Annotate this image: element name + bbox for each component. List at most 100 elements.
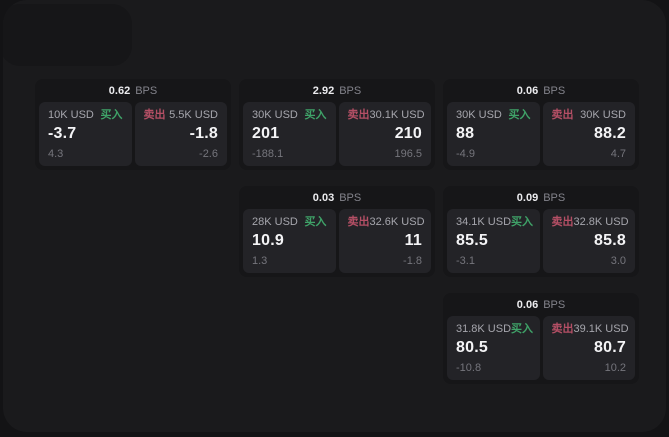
sell-quote[interactable]: 卖出 32.6K USD 11 -1.8	[338, 209, 431, 273]
sell-quote[interactable]: 卖出 39.1K USD 80.7 10.2	[542, 316, 635, 380]
sell-side-label: 卖出	[551, 109, 574, 121]
card-header: 0.03 BPS	[239, 186, 435, 209]
sell-quote-header: 卖出 30K USD	[552, 109, 627, 122]
sell-side-label: 卖出	[347, 216, 370, 228]
card-body: 31.8K USD 买入 80.5 -10.8 卖出 39.1K USD 80.…	[443, 316, 639, 384]
sell-delta: -2.6	[199, 148, 218, 160]
quote-card: 0.06 BPS 31.8K USD 买入 80.5 -10.8 卖出 39.1…	[443, 293, 639, 384]
buy-side-label: 买入	[100, 109, 123, 121]
card-header: 0.62 BPS	[35, 79, 231, 102]
buy-side-label: 买入	[304, 216, 327, 228]
bps-value: 2.92	[312, 84, 335, 97]
buy-quote[interactable]: 30K USD 买入 201 -188.1	[243, 102, 336, 166]
card-header: 0.06 BPS	[443, 79, 639, 102]
card-body: 28K USD 买入 10.9 1.3 卖出 32.6K USD 11 -1.8	[239, 209, 435, 277]
sell-size: 30.1K USD	[369, 109, 425, 121]
sell-side-label: 卖出	[347, 109, 370, 121]
buy-price: 80.5	[456, 339, 488, 356]
sell-quote-header: 卖出 39.1K USD	[552, 323, 629, 336]
sell-size: 30K USD	[580, 109, 626, 121]
buy-delta: -10.8	[456, 362, 482, 374]
buy-quote-header: 28K USD 买入	[252, 216, 327, 229]
sell-quote[interactable]: 卖出 30.1K USD 210 196.5	[338, 102, 431, 166]
buy-quote[interactable]: 31.8K USD 买入 80.5 -10.8	[447, 316, 540, 380]
bps-unit-label: BPS	[543, 84, 566, 97]
sell-quote[interactable]: 卖出 5.5K USD -1.8 -2.6	[134, 102, 227, 166]
buy-delta: -4.9	[456, 148, 475, 160]
buy-quote-header: 30K USD 买入	[456, 109, 531, 122]
card-body: 30K USD 买入 201 -188.1 卖出 30.1K USD 210 1…	[239, 102, 435, 170]
buy-price: -3.7	[48, 125, 77, 142]
buy-quote[interactable]: 10K USD 买入 -3.7 4.3	[39, 102, 132, 166]
buy-side-label: 买入	[511, 216, 534, 228]
buy-quote-header: 10K USD 买入	[48, 109, 123, 122]
buy-delta: 4.3	[48, 148, 64, 160]
quote-card: 0.09 BPS 34.1K USD 买入 85.5 -3.1 卖出 32.8K…	[443, 186, 639, 277]
sell-side-label: 卖出	[143, 109, 166, 121]
buy-side-label: 买入	[508, 109, 531, 121]
bps-value: 0.06	[516, 298, 539, 311]
sell-quote-header: 卖出 5.5K USD	[144, 109, 219, 122]
buy-size: 10K USD	[48, 109, 94, 121]
bps-unit-label: BPS	[543, 191, 566, 204]
sell-price: -1.8	[189, 125, 218, 142]
buy-quote[interactable]: 34.1K USD 买入 85.5 -3.1	[447, 209, 540, 273]
buy-delta: -188.1	[252, 148, 284, 160]
sell-price: 88.2	[594, 125, 626, 142]
sell-size: 39.1K USD	[573, 323, 629, 335]
sell-quote[interactable]: 卖出 32.8K USD 85.8 3.0	[542, 209, 635, 273]
sell-size: 5.5K USD	[169, 109, 218, 121]
buy-quote-header: 30K USD 买入	[252, 109, 327, 122]
bps-value: 0.62	[108, 84, 131, 97]
sell-side-label: 卖出	[551, 216, 574, 228]
buy-quote-header: 31.8K USD 买入	[456, 323, 534, 336]
app-window: 0.62 BPS 10K USD 买入 -3.7 4.3 卖出 5.5K USD…	[3, 0, 666, 432]
buy-delta: -3.1	[456, 255, 475, 267]
sell-price: 80.7	[594, 339, 626, 356]
sell-price: 210	[394, 125, 422, 142]
bps-unit-label: BPS	[339, 191, 362, 204]
card-body: 34.1K USD 买入 85.5 -3.1 卖出 32.8K USD 85.8…	[443, 209, 639, 277]
sell-quote-header: 卖出 32.6K USD	[347, 216, 425, 229]
sell-price: 11	[404, 232, 422, 249]
sell-size: 32.8K USD	[573, 216, 629, 228]
bps-unit-label: BPS	[543, 298, 566, 311]
buy-price: 201	[252, 125, 280, 142]
sell-delta: 3.0	[610, 255, 626, 267]
sell-delta: 196.5	[394, 148, 422, 160]
buy-side-label: 买入	[304, 109, 327, 121]
buy-size: 30K USD	[252, 109, 298, 121]
sell-delta: 4.7	[610, 148, 626, 160]
card-body: 10K USD 买入 -3.7 4.3 卖出 5.5K USD -1.8 -2.…	[35, 102, 231, 170]
sell-size: 32.6K USD	[369, 216, 425, 228]
bps-unit-label: BPS	[135, 84, 158, 97]
buy-delta: 1.3	[252, 255, 268, 267]
buy-quote[interactable]: 30K USD 买入 88 -4.9	[447, 102, 540, 166]
bps-value: 0.03	[312, 191, 335, 204]
card-body: 30K USD 买入 88 -4.9 卖出 30K USD 88.2 4.7	[443, 102, 639, 170]
card-header: 0.09 BPS	[443, 186, 639, 209]
quote-card: 0.62 BPS 10K USD 买入 -3.7 4.3 卖出 5.5K USD…	[35, 79, 231, 170]
sell-price: 85.8	[594, 232, 626, 249]
quote-card: 0.03 BPS 28K USD 买入 10.9 1.3 卖出 32.6K US…	[239, 186, 435, 277]
card-header: 2.92 BPS	[239, 79, 435, 102]
quote-card: 0.06 BPS 30K USD 买入 88 -4.9 卖出 30K USD 8…	[443, 79, 639, 170]
bps-unit-label: BPS	[339, 84, 362, 97]
buy-size: 31.8K USD	[456, 323, 512, 335]
bps-value: 0.06	[516, 84, 539, 97]
bps-value: 0.09	[516, 191, 539, 204]
corner-decoration	[3, 4, 132, 66]
buy-side-label: 买入	[511, 323, 534, 335]
card-header: 0.06 BPS	[443, 293, 639, 316]
buy-quote-header: 34.1K USD 买入	[456, 216, 534, 229]
buy-size: 34.1K USD	[456, 216, 512, 228]
buy-quote[interactable]: 28K USD 买入 10.9 1.3	[243, 209, 336, 273]
buy-size: 30K USD	[456, 109, 502, 121]
buy-size: 28K USD	[252, 216, 298, 228]
quote-card: 2.92 BPS 30K USD 买入 201 -188.1 卖出 30.1K …	[239, 79, 435, 170]
sell-delta: 10.2	[604, 362, 626, 374]
sell-quote-header: 卖出 30.1K USD	[347, 109, 425, 122]
sell-quote[interactable]: 卖出 30K USD 88.2 4.7	[542, 102, 635, 166]
quote-cards-grid: 0.62 BPS 10K USD 买入 -3.7 4.3 卖出 5.5K USD…	[35, 79, 639, 384]
buy-price: 85.5	[456, 232, 488, 249]
